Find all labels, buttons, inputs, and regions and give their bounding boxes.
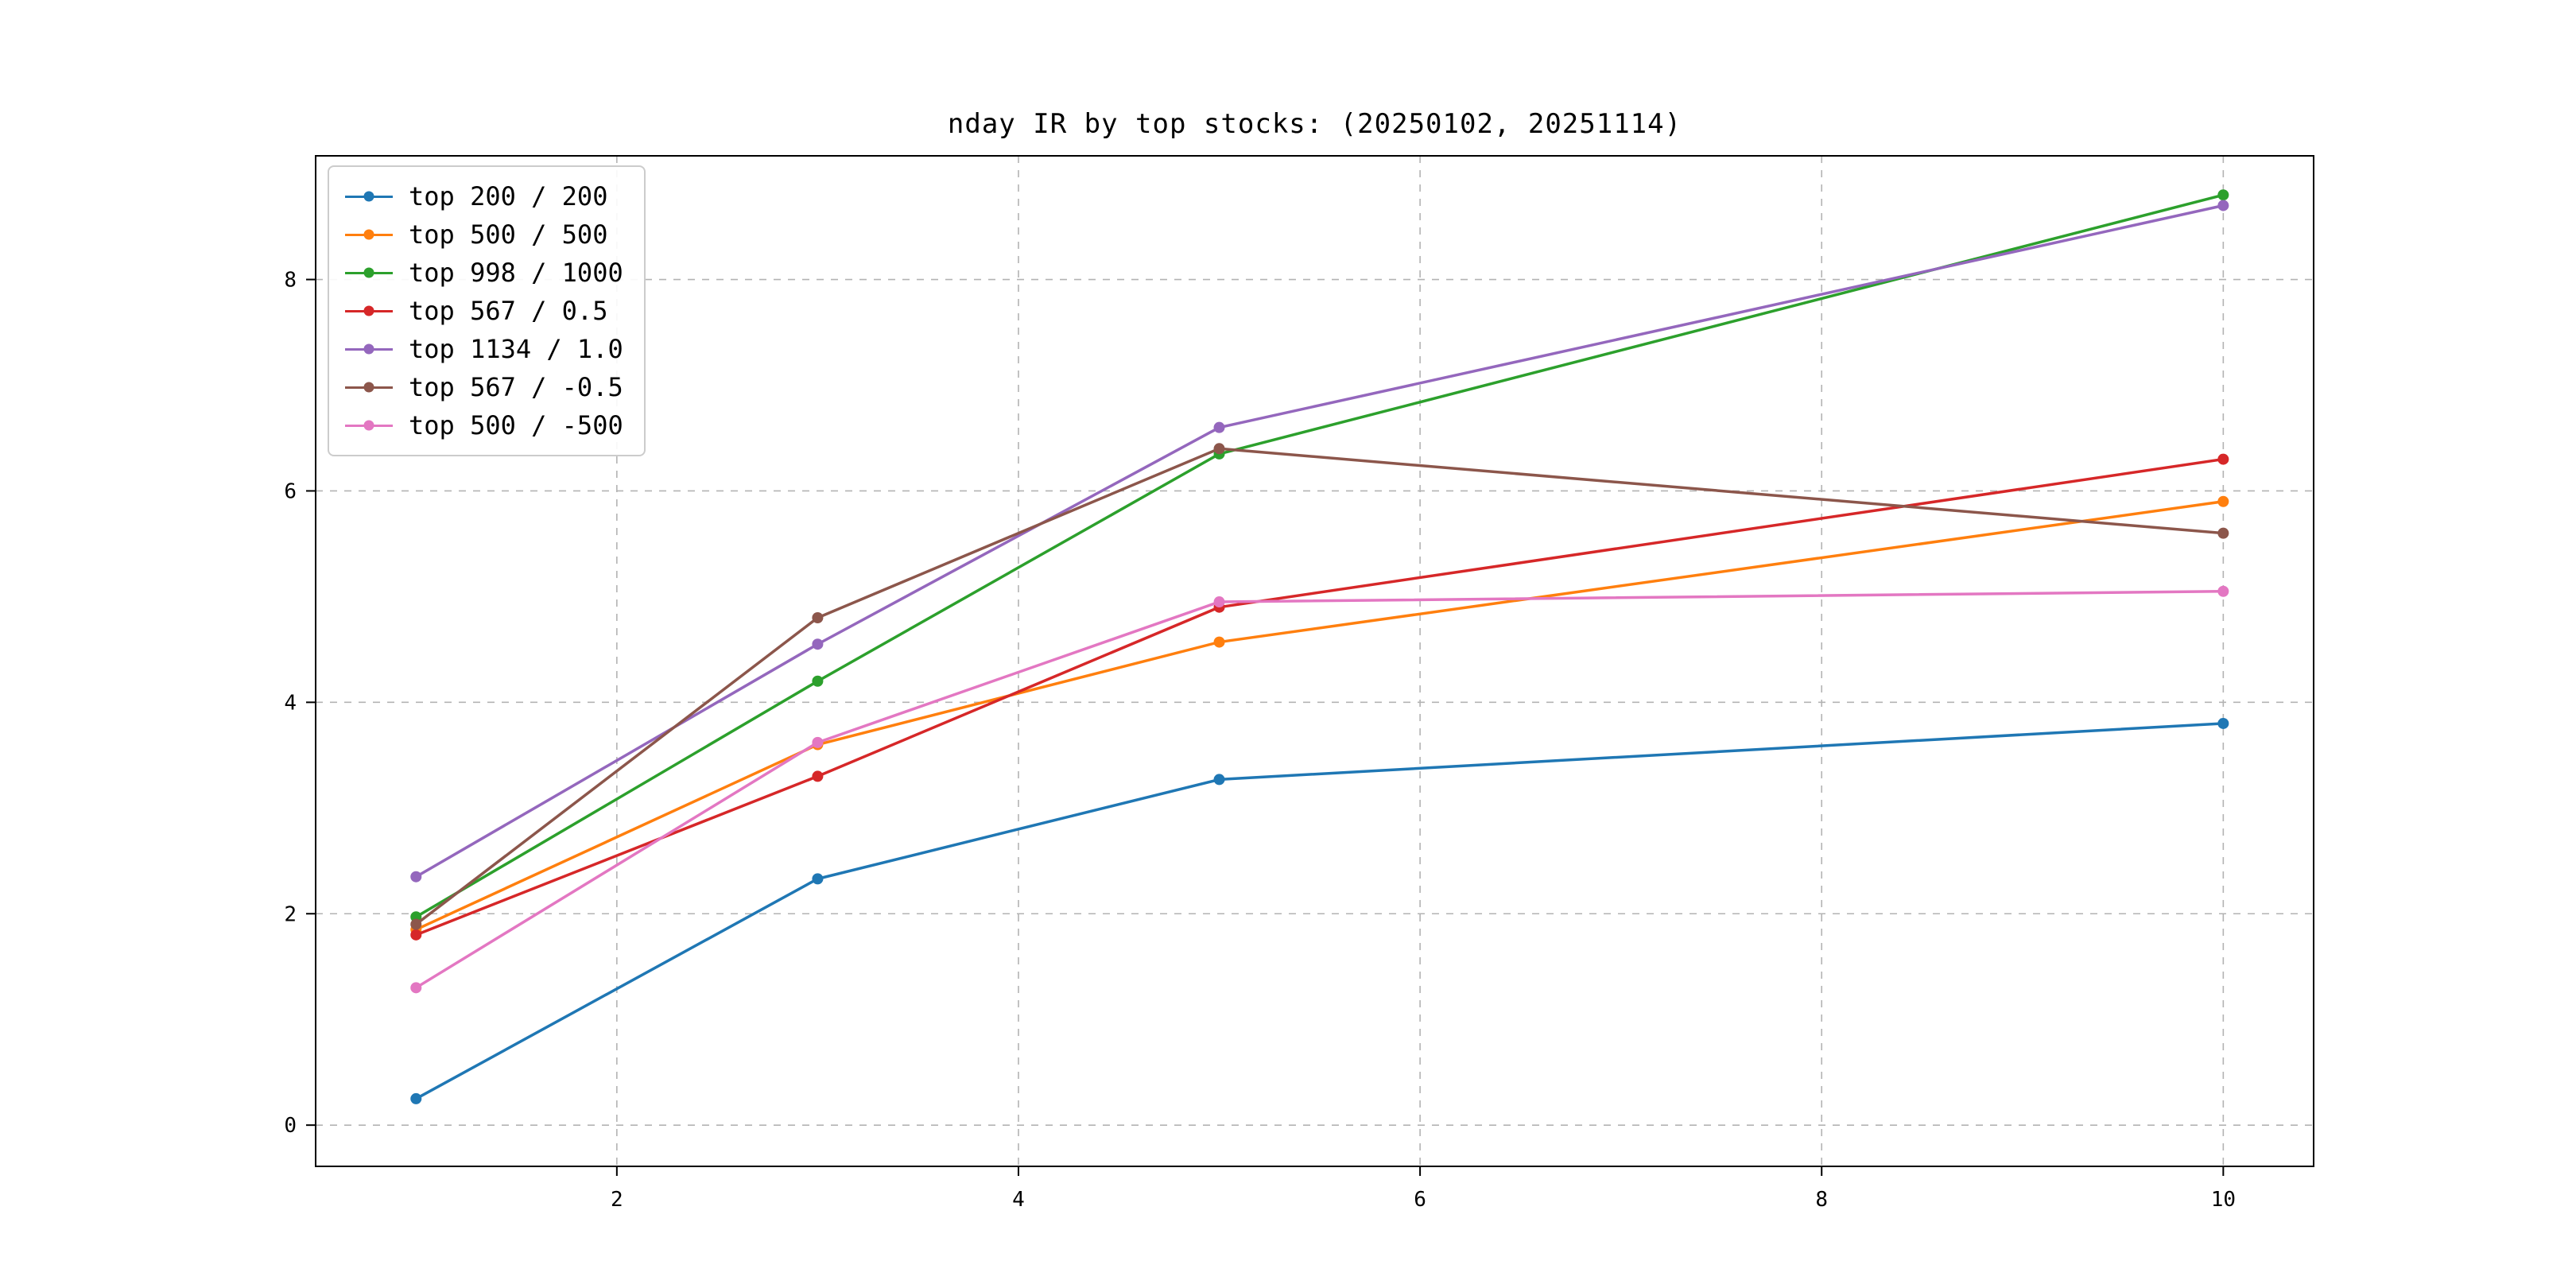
data-point	[1213, 596, 1225, 608]
series-line	[414, 204, 2225, 879]
data-point	[1213, 636, 1225, 648]
legend-line-sample	[345, 420, 393, 431]
series-line	[414, 457, 2225, 937]
data-point	[1213, 421, 1225, 433]
legend-line-sample	[345, 382, 393, 393]
data-point	[1213, 443, 1225, 455]
legend-item: top 500 / -500	[345, 410, 623, 440]
data-point	[410, 982, 422, 994]
legend-label: top 998 / 1000	[409, 258, 623, 288]
data-point	[410, 871, 422, 883]
legend-marker-dot	[363, 420, 374, 431]
legend-item: top 1134 / 1.0	[345, 334, 623, 364]
legend-marker-dot	[363, 305, 374, 316]
legend-item: top 567 / 0.5	[345, 296, 623, 326]
y-tick-label: 2	[284, 902, 297, 926]
data-point	[2217, 453, 2229, 465]
data-point	[2217, 189, 2229, 201]
series-line	[414, 722, 2225, 1100]
legend-label: top 500 / 500	[409, 219, 608, 250]
x-tick-label: 6	[1414, 1188, 1426, 1212]
legend-item: top 998 / 1000	[345, 258, 623, 288]
legend-label: top 200 / 200	[409, 181, 608, 211]
legend-item: top 567 / -0.5	[345, 372, 623, 402]
y-tick-label: 4	[284, 691, 297, 715]
data-point	[2217, 585, 2229, 597]
x-tick-label: 8	[1815, 1188, 1828, 1212]
legend-marker-dot	[363, 267, 374, 278]
legend-line-sample	[345, 305, 393, 316]
data-point	[812, 638, 824, 650]
series-line	[414, 193, 2225, 918]
data-point	[2217, 495, 2229, 507]
legend-item: top 500 / 500	[345, 219, 623, 250]
data-point	[2217, 527, 2229, 539]
x-tick-label: 2	[611, 1188, 623, 1212]
data-point	[410, 929, 422, 941]
legend: top 200 / 200 top 500 / 500 top 998 / 1000…	[328, 165, 646, 456]
data-point	[812, 736, 824, 748]
data-point	[812, 675, 824, 687]
y-tick-label: 6	[284, 479, 297, 503]
legend-label: top 500 / -500	[409, 410, 623, 440]
legend-marker-dot	[363, 382, 374, 393]
data-point	[1213, 774, 1225, 786]
legend-item: top 200 / 200	[345, 181, 623, 211]
legend-marker-dot	[363, 191, 374, 202]
data-point	[812, 873, 824, 885]
data-point	[812, 770, 824, 782]
legend-label: top 567 / 0.5	[409, 296, 608, 326]
y-tick-label: 0	[284, 1114, 297, 1138]
legend-line-sample	[345, 191, 393, 202]
legend-label: top 1134 / 1.0	[409, 334, 623, 364]
legend-line-sample	[345, 343, 393, 355]
legend-line-sample	[345, 267, 393, 278]
plot-border	[315, 155, 2314, 1167]
series-line	[414, 590, 2225, 990]
y-tick-label: 8	[284, 269, 297, 293]
data-point	[2217, 717, 2229, 729]
chart-title: nday IR by top stocks: (20250102, 202511…	[947, 108, 1682, 140]
x-tick-label: 10	[2211, 1188, 2236, 1212]
legend-label: top 567 / -0.5	[409, 372, 623, 402]
data-point	[410, 918, 422, 930]
series-line	[414, 447, 2225, 926]
data-point	[2217, 200, 2229, 211]
series-line	[414, 499, 2225, 931]
legend-marker-dot	[363, 343, 374, 355]
data-point	[812, 611, 824, 623]
x-tick-label: 4	[1012, 1188, 1025, 1212]
legend-marker-dot	[363, 229, 374, 240]
data-point	[410, 1092, 422, 1104]
legend-line-sample	[345, 229, 393, 240]
